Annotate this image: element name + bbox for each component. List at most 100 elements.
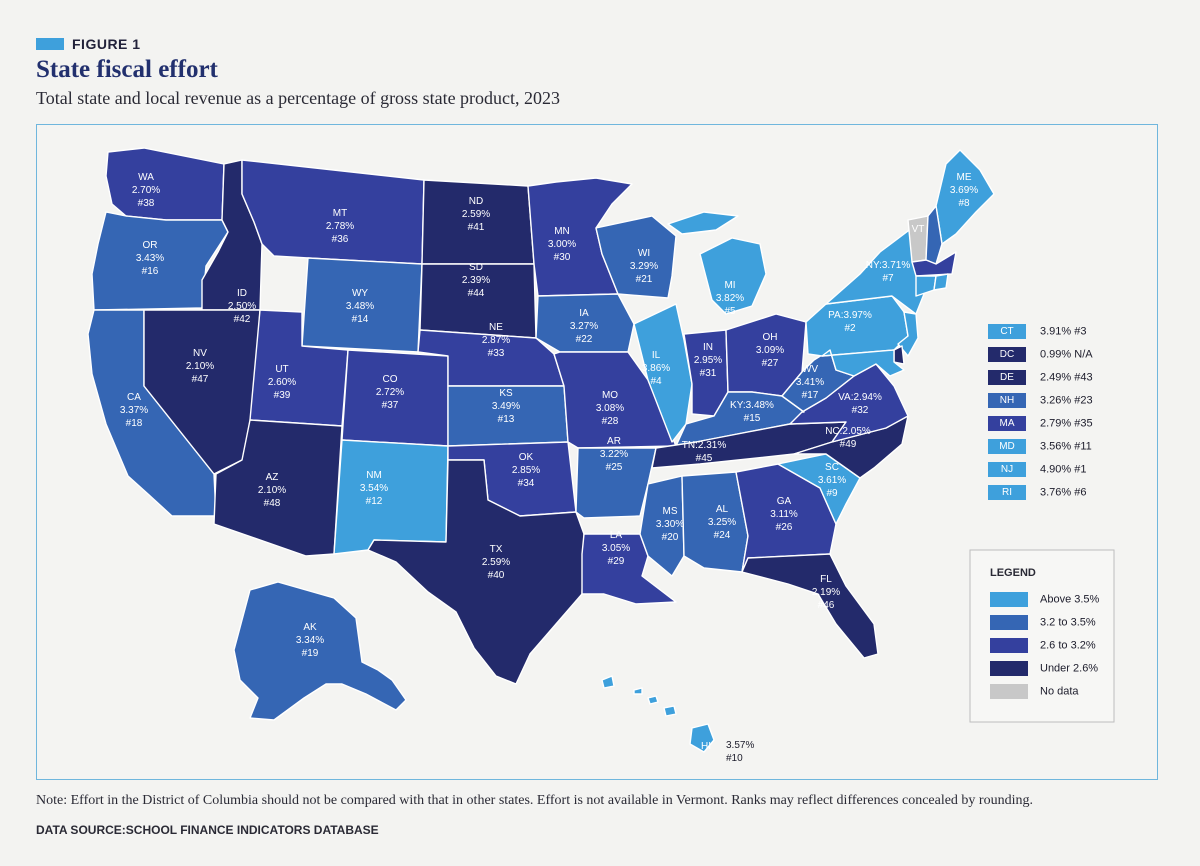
state-az [213, 419, 343, 557]
state-label-wi-line-1: WI [638, 248, 650, 259]
state-label-wy-line-3: #14 [352, 314, 369, 325]
state-label-sd-line-3: #44 [468, 288, 485, 299]
small-state-abbr-nh: NH [1000, 395, 1014, 406]
state-label-ga-line-1: GA [777, 496, 792, 507]
small-state-value-nj: 4.90% #1 [1040, 464, 1086, 476]
small-state-value-ct: 3.91% #3 [1040, 326, 1086, 338]
state-il [633, 303, 693, 443]
hawaii-value-line-2: #10 [726, 753, 743, 764]
state-label-ks-line-2: 3.49% [492, 401, 520, 412]
figure-tag: FIGURE 1 [36, 36, 141, 52]
legend-swatch-4 [990, 661, 1028, 676]
state-de [893, 345, 905, 365]
legend-label-4: Under 2.6% [1040, 663, 1098, 675]
data-source: DATA SOURCE:SCHOOL FINANCE INDICATORS DA… [36, 823, 379, 837]
state-label-nm-line-3: #12 [366, 496, 383, 507]
state-label-co-line-2: 2.72% [376, 387, 404, 398]
state-label-or-line-1: OR [143, 240, 158, 251]
state-label-pa-line-2: #2 [844, 323, 856, 334]
state-wa [105, 147, 225, 221]
state-label-in-line-2: 2.95% [694, 355, 722, 366]
small-state-swatch-md [988, 439, 1026, 454]
figure-label: FIGURE 1 [72, 36, 141, 52]
state-label-al-line-1: AL [716, 504, 729, 515]
small-state-abbr-nj: NJ [1001, 464, 1013, 475]
state-label-id-line-1: ID [237, 288, 247, 299]
state-label-ca-line-1: CA [127, 392, 141, 403]
state-label-mn-line-1: MN [554, 226, 570, 237]
state-label-mo-line-3: #28 [602, 416, 619, 427]
state-label-nd-line-1: ND [469, 196, 483, 207]
state-label-or-line-2: 3.43% [136, 253, 164, 264]
state-label-al-line-3: #24 [714, 530, 731, 541]
state-label-ia-line-2: 3.27% [570, 321, 598, 332]
state-label-me-line-3: #8 [958, 198, 970, 209]
state-or [91, 211, 229, 311]
state-label-ny-line-2: #7 [882, 273, 894, 284]
state-label-tn-line-1: TN:2.31% [682, 440, 727, 451]
legend-swatch-5 [990, 684, 1028, 699]
state-label-ok-line-3: #34 [518, 478, 535, 489]
state-label-az-line-2: 2.10% [258, 485, 286, 496]
state-label-mo-line-2: 3.08% [596, 403, 624, 414]
legend-swatch-3 [990, 638, 1028, 653]
state-label-mi-line-2: 3.82% [716, 293, 744, 304]
small-state-value-ri: 3.76% #6 [1040, 487, 1086, 499]
state-hi [601, 675, 715, 753]
state-fl [741, 553, 879, 659]
state-label-mi-line-3: #5 [724, 306, 736, 317]
state-label-sd-line-1: SD [469, 262, 483, 273]
state-label-ut-line-3: #39 [274, 390, 291, 401]
state-label-ms-line-3: #20 [662, 532, 679, 543]
state-label-wi-line-2: 3.29% [630, 261, 658, 272]
state-label-ga-line-2: 3.11% [770, 509, 798, 520]
state-label-wy-line-1: WY [352, 288, 368, 299]
state-label-ga-line-3: #26 [776, 522, 793, 533]
state-label-nm-line-1: NM [366, 470, 382, 481]
state-label-il-line-2: 3.86% [642, 363, 670, 374]
state-label-ia-line-1: IA [579, 308, 589, 319]
state-label-wa-line-2: 2.70% [132, 185, 160, 196]
state-label-mt-line-3: #36 [332, 234, 349, 245]
legend-label-5: No data [1040, 686, 1079, 698]
small-state-abbr-ri: RI [1002, 487, 1012, 498]
state-label-ne-line-1: NE [489, 322, 503, 333]
state-label-mn-line-3: #30 [554, 252, 571, 263]
small-state-swatch-de [988, 370, 1026, 385]
state-label-oh-line-2: 3.09% [756, 345, 784, 356]
state-label-fl-line-3: #46 [818, 600, 835, 611]
hawaii-value-line-1: 3.57% [726, 740, 754, 751]
state-label-ak-line-3: #19 [302, 648, 319, 659]
state-label-in-line-3: #31 [700, 368, 717, 379]
state-label-ms-line-2: 3.30% [656, 519, 684, 530]
state-label-ms-line-1: MS [663, 506, 678, 517]
state-label-ia-line-3: #22 [576, 334, 593, 345]
state-nm [333, 439, 449, 555]
state-label-ne-line-3: #33 [488, 348, 505, 359]
small-state-swatch-ri [988, 485, 1026, 500]
state-label-sc-line-1: SC [825, 462, 839, 473]
state-label-id-line-3: #42 [234, 314, 251, 325]
legend-swatch-2 [990, 615, 1028, 630]
state-label-ut-line-1: UT [275, 364, 288, 375]
small-state-value-md: 3.56% #11 [1040, 441, 1092, 453]
small-state-swatch-nh [988, 393, 1026, 408]
state-wi [595, 215, 677, 299]
state-label-nv-line-2: 2.10% [186, 361, 214, 372]
figure-tag-bar [36, 38, 64, 50]
state-label-tx-line-1: TX [490, 544, 503, 555]
state-label-ar-line-2: 3.22% [600, 449, 628, 460]
small-state-value-dc: 0.99% N/A [1040, 349, 1093, 361]
state-label-ar-line-1: AR [607, 436, 621, 447]
state-label-wi-line-3: #21 [636, 274, 653, 285]
state-label-wa-line-1: WA [138, 172, 154, 183]
small-state-swatch-nj [988, 462, 1026, 477]
state-label-oh-line-3: #27 [762, 358, 779, 369]
state-label-al-line-2: 3.25% [708, 517, 736, 528]
state-label-az-line-3: #48 [264, 498, 281, 509]
legend-title: LEGEND [990, 567, 1036, 579]
state-label-la-line-2: 3.05% [602, 543, 630, 554]
state-mi [667, 211, 767, 315]
state-shapes [87, 147, 995, 753]
state-label-mo-line-1: MO [602, 390, 618, 401]
